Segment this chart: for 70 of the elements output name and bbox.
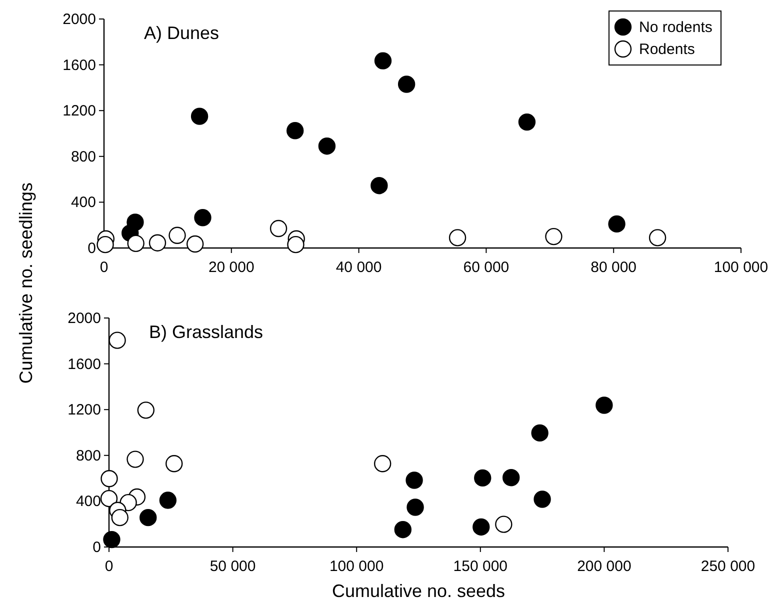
chart-title: B) Grasslands xyxy=(149,322,264,342)
point xyxy=(318,138,336,155)
y-tick-label: 400 xyxy=(70,194,96,212)
point xyxy=(596,396,613,414)
point xyxy=(108,332,126,349)
point xyxy=(127,234,144,252)
y-tick-label: 2000 xyxy=(62,11,96,28)
y-tick-label: 400 xyxy=(76,493,101,510)
point xyxy=(534,490,551,508)
y-tick-label: 800 xyxy=(76,447,101,464)
point xyxy=(126,450,144,468)
point xyxy=(545,228,562,246)
point xyxy=(270,220,288,238)
y-tick-label: 1200 xyxy=(62,102,96,120)
x-tick-label: 60 000 xyxy=(463,259,510,276)
point xyxy=(518,113,536,131)
legend-label: Rodents xyxy=(639,41,695,58)
point xyxy=(190,108,208,125)
point xyxy=(126,214,144,231)
point xyxy=(502,469,520,486)
y-tick-label: 1600 xyxy=(62,56,96,74)
point xyxy=(370,177,388,194)
point xyxy=(148,234,166,252)
x-tick-label: 40 000 xyxy=(336,259,382,276)
point xyxy=(194,209,212,226)
point xyxy=(111,508,128,526)
point xyxy=(140,508,157,526)
point xyxy=(495,516,512,533)
point xyxy=(406,498,424,516)
point xyxy=(474,469,492,487)
point xyxy=(287,236,304,254)
chart-title: A) Dunes xyxy=(144,23,220,43)
point xyxy=(186,235,204,253)
x-tick-label: 150 000 xyxy=(453,558,508,575)
x-tick-label: 80 000 xyxy=(590,259,637,276)
point xyxy=(286,122,304,140)
point xyxy=(608,215,626,233)
point xyxy=(168,226,186,244)
y-tick-label: 0 xyxy=(88,240,96,257)
point xyxy=(472,518,490,536)
point xyxy=(100,490,118,508)
x-tick-label: 100 000 xyxy=(329,558,384,575)
x-tick-label: 50 000 xyxy=(210,558,256,575)
point xyxy=(374,52,392,70)
point xyxy=(394,521,412,538)
x-tick-label: 100 000 xyxy=(714,259,768,276)
point xyxy=(103,530,120,548)
y-tick-label: 0 xyxy=(92,539,101,556)
y-axis-title: Cumulative no. seedlings xyxy=(16,182,36,384)
point xyxy=(100,470,118,488)
x-axis-title: Cumulative no. seeds xyxy=(332,581,506,601)
point xyxy=(374,455,392,472)
legend-label: No rodents xyxy=(639,19,712,36)
point xyxy=(406,472,423,489)
y-tick-label: 800 xyxy=(70,148,96,166)
point xyxy=(159,492,177,509)
x-tick-label: 20 000 xyxy=(208,259,254,276)
point xyxy=(137,402,154,419)
x-tick-label: 250 000 xyxy=(700,558,756,575)
point xyxy=(398,76,416,93)
x-tick-label: 0 xyxy=(104,558,114,575)
point xyxy=(96,236,114,254)
point xyxy=(448,229,466,246)
y-tick-label: 1600 xyxy=(68,356,101,373)
point xyxy=(166,455,183,472)
point xyxy=(648,229,666,246)
y-tick-label: 1200 xyxy=(68,402,101,419)
point xyxy=(531,424,548,442)
x-tick-label: 200 000 xyxy=(577,558,632,575)
y-tick-label: 2000 xyxy=(68,310,101,327)
